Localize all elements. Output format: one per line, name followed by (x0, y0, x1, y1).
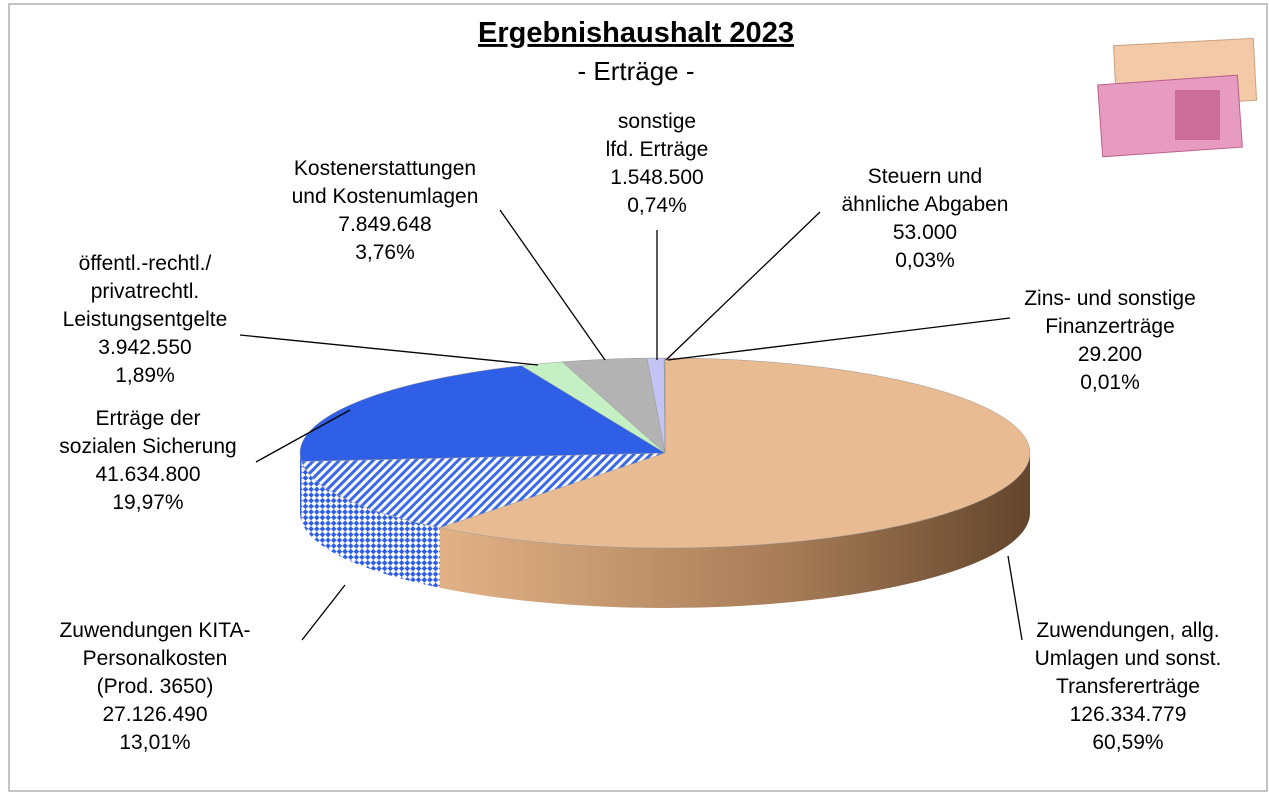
chart-title: Ergebnishaushalt 2023 (478, 17, 794, 49)
slice-label: ähnliche Abgaben (842, 193, 1009, 216)
slice-label: Zins- und sonstige (1024, 287, 1196, 310)
value-label: 27.126.490 (102, 703, 207, 726)
value-label: 1.548.500 (610, 166, 703, 189)
value-label: 29.200 (1078, 343, 1142, 366)
slice-label: (Prod. 3650) (97, 675, 214, 698)
slice-label: Finanzerträge (1045, 315, 1175, 338)
percent-label: 1,89% (115, 364, 175, 387)
percent-label: 0,01% (1080, 371, 1140, 394)
slice-label: lfd. Erträge (606, 138, 709, 161)
percent-label: 60,59% (1092, 731, 1163, 754)
percent-label: 0,74% (627, 194, 687, 217)
slice-label: sonstige (618, 110, 696, 133)
slice-label: Zuwendungen, allg. (1036, 619, 1219, 642)
slice-label: Leistungsentgelte (63, 308, 228, 331)
slice-label: Erträge der (95, 407, 200, 430)
slice-label: Kostenerstattungen (294, 157, 476, 180)
leader-line (302, 585, 345, 640)
slice-label: Steuern und (868, 165, 982, 188)
pie-slice-side (300, 453, 301, 521)
value-label: 126.334.779 (1070, 703, 1187, 726)
value-label: 53.000 (893, 221, 957, 244)
percent-label: 0,03% (895, 249, 955, 272)
leader-line (666, 212, 820, 360)
money-icon (1098, 38, 1257, 156)
slice-label: Personalkosten (83, 647, 228, 670)
value-label: 7.849.648 (338, 213, 431, 236)
value-label: 41.634.800 (95, 463, 200, 486)
slice-label: sozialen Sicherung (59, 435, 236, 458)
leader-line (1008, 556, 1022, 640)
chart: Ergebnishaushalt 2023 - Erträge - Zuwend… (0, 0, 1269, 793)
slice-label: Transfererträge (1056, 675, 1200, 698)
leader-line (500, 210, 605, 360)
percent-label: 13,01% (119, 731, 190, 754)
value-label: 3.942.550 (98, 336, 191, 359)
slice-label: Zuwendungen KITA- (59, 619, 250, 642)
percent-label: 3,76% (355, 241, 415, 264)
percent-label: 19,97% (112, 491, 183, 514)
leader-line (668, 318, 1010, 360)
leader-line (240, 335, 538, 365)
slice-label: Umlagen und sonst. (1035, 647, 1222, 670)
slice-label: und Kostenumlagen (292, 185, 479, 208)
slice-label: öffentl.-rechtl./ (79, 252, 212, 275)
slice-label: privatrechtl. (91, 280, 200, 303)
pie (300, 358, 1030, 608)
chart-subtitle: - Erträge - (577, 56, 694, 86)
